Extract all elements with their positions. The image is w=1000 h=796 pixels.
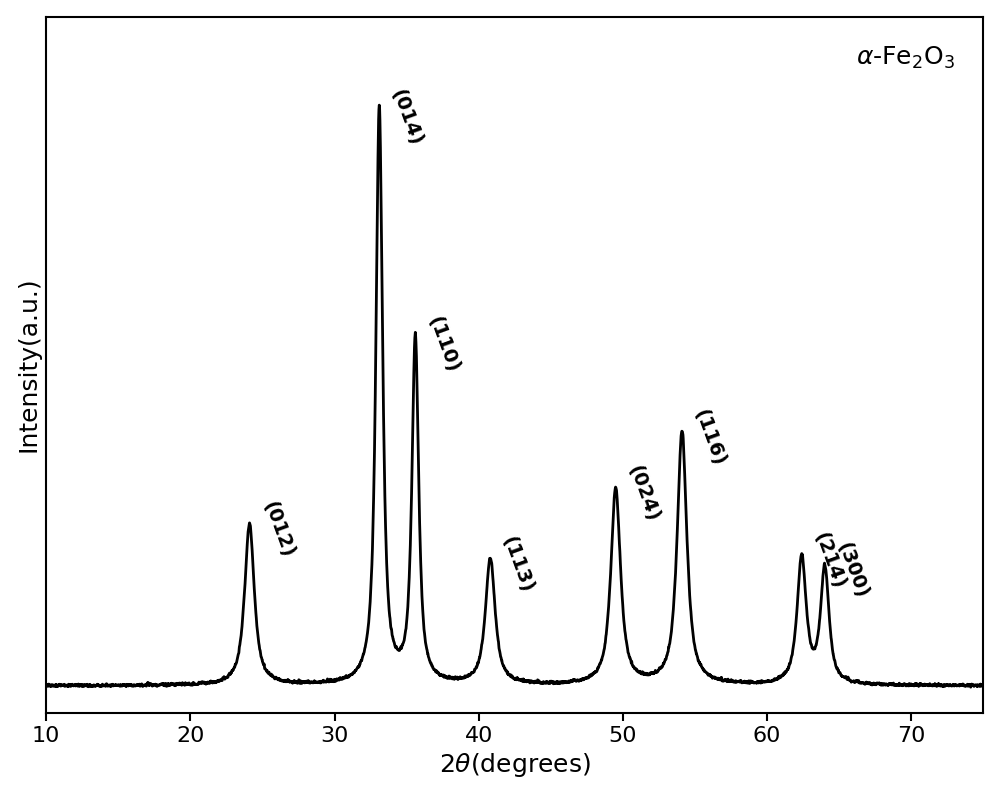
Text: (300): (300) bbox=[833, 540, 871, 601]
Text: $\alpha$-Fe$_2$O$_3$: $\alpha$-Fe$_2$O$_3$ bbox=[856, 45, 955, 71]
Text: (110): (110) bbox=[424, 314, 462, 376]
X-axis label: 2$\theta$(degrees): 2$\theta$(degrees) bbox=[439, 751, 591, 779]
Text: (113): (113) bbox=[499, 534, 537, 595]
Y-axis label: Intensity(a.u.): Intensity(a.u.) bbox=[17, 277, 41, 452]
Text: (012): (012) bbox=[260, 499, 297, 560]
Text: (116): (116) bbox=[691, 407, 729, 469]
Text: (024): (024) bbox=[624, 463, 662, 525]
Text: (014): (014) bbox=[388, 87, 426, 148]
Text: (214): (214) bbox=[810, 529, 848, 591]
